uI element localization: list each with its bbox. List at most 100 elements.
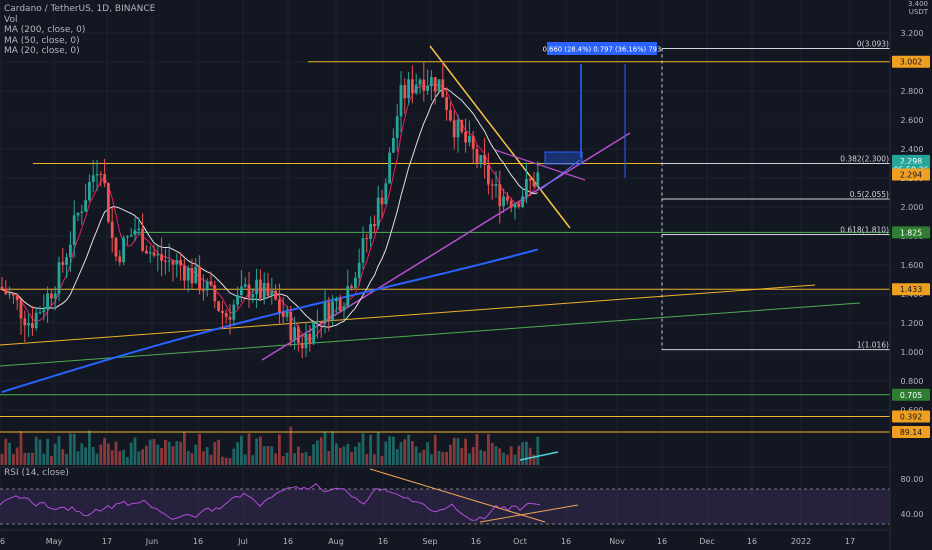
candle-body [513, 203, 517, 208]
candle-body [23, 318, 27, 326]
volume-bar [262, 446, 266, 465]
candle-body [380, 197, 384, 205]
candle-body [262, 282, 266, 299]
legend-ma20[interactable]: MA (20, close, 0) [4, 46, 80, 56]
volume-bar [323, 431, 327, 465]
candle-body [506, 196, 509, 201]
candle-body [213, 285, 217, 302]
x-axis[interactable]: 16 May 17 Jun 16 Jul 16 Aug 16 Sep 16 Oct 16 Nov 16 Dec… [0, 529, 890, 546]
volume-bar [164, 439, 167, 465]
price-labels: 3.0022.29805:58:362.2941.8251.4330.7050.… [892, 55, 930, 439]
volume-bar [209, 454, 213, 465]
volume-bar [198, 433, 201, 465]
volume-bar [205, 447, 209, 465]
candle-body [354, 277, 357, 289]
volume-bars [0, 426, 540, 465]
volume-bar [380, 455, 384, 465]
volume-bar [243, 454, 247, 465]
measure-label: 0.660 (28.4%) 0.797 (36.16%) 793 [543, 46, 662, 54]
candle-body [266, 282, 270, 296]
candle-body [395, 116, 399, 139]
volume-bar [110, 450, 114, 465]
price-label-bg [892, 388, 930, 401]
candle-body [274, 290, 277, 300]
volume-bar [69, 433, 72, 465]
rsi-legend[interactable]: RSI (14, close) [4, 468, 69, 478]
candle-body [27, 323, 30, 326]
volume-bar [57, 436, 61, 465]
volume-bar [46, 438, 49, 465]
volume-bar [118, 451, 122, 465]
x-tick-label: 16 [657, 537, 667, 546]
volume-bar [27, 452, 30, 465]
legend-symbol[interactable]: Cardano / TetherUS, 1D, BINANCE [4, 4, 156, 14]
candle-body [479, 155, 483, 163]
legend-ma200[interactable]: MA (200, close, 0) [4, 25, 86, 35]
x-tick-label: Jul [237, 537, 248, 546]
y-axis[interactable]: 3.2003.0002.8002.6002.4002.2002.0001.800… [889, 0, 932, 550]
candle-body [209, 281, 213, 286]
volume-bar [384, 441, 388, 465]
volume-bar [395, 449, 399, 465]
candle-body [350, 286, 353, 289]
price-label: 1.433 [900, 285, 922, 294]
volume-bar [194, 444, 198, 465]
candle-body [57, 262, 61, 294]
volume-bar [141, 449, 144, 465]
volume-bar [392, 436, 395, 465]
price-label: 2.294 [900, 171, 922, 180]
volume-bar [433, 434, 437, 465]
candle-body [278, 299, 281, 313]
candle-body [487, 165, 490, 185]
volume-bar [494, 446, 498, 465]
volume-bar [80, 443, 84, 465]
volume-bar [259, 436, 262, 465]
y-tick-label: 2.400 [901, 145, 924, 154]
x-tick-label: 16 [283, 537, 293, 546]
candle-body [460, 119, 464, 132]
volume-bar [509, 446, 513, 465]
legend-ma50[interactable]: MA (50, close, 0) [4, 35, 80, 46]
candle-body [517, 203, 521, 207]
volume-bar [361, 433, 365, 465]
candle-body [198, 266, 201, 291]
y-tick-label: 0.800 [901, 377, 924, 386]
candle-body [61, 262, 65, 265]
candle-body [247, 284, 251, 298]
volume-bar [464, 438, 467, 465]
candle-body [361, 238, 365, 263]
candle-body [118, 256, 122, 263]
candle-body [331, 301, 334, 321]
volume-bar [316, 440, 319, 465]
candle-body [422, 79, 426, 91]
price-label: 2.298 [900, 157, 922, 166]
candle-body [12, 293, 15, 296]
candle-body [107, 183, 110, 222]
volume-bar [479, 449, 483, 465]
volume-bar [403, 439, 407, 465]
volume-bar [274, 453, 277, 465]
candle-body [281, 312, 285, 317]
candle-body [430, 77, 433, 87]
volume-bar [281, 456, 285, 465]
green-trend-line [0, 302, 861, 367]
candle-body [103, 174, 106, 184]
volume-bar [327, 451, 331, 465]
candle-body [509, 200, 513, 208]
volume-bar [53, 443, 57, 465]
price-label-bg [892, 283, 930, 296]
candle-body [114, 237, 118, 257]
rsi-pane [0, 466, 890, 525]
candle-body [323, 302, 327, 324]
candle-body [399, 85, 403, 117]
candle-body [376, 197, 380, 227]
volume-bar [342, 446, 346, 465]
volume-bar [202, 451, 205, 465]
y-tick-label: 0.600 [901, 406, 924, 415]
legend-vol[interactable]: Vol [4, 14, 18, 25]
candle-body [418, 79, 422, 85]
candle-body [164, 260, 167, 262]
candle-body [31, 323, 34, 329]
ma200-line [1, 248, 539, 393]
